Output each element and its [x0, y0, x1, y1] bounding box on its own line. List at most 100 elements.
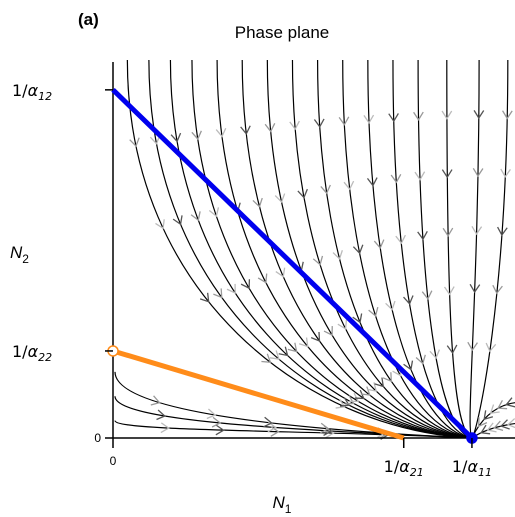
direction-arrow	[373, 239, 385, 250]
trajectory-curve	[342, 59, 473, 439]
direction-arrow	[323, 326, 333, 337]
direction-arrow	[352, 244, 364, 255]
trajectory-curve	[114, 371, 472, 439]
panel-label: (a)	[78, 10, 99, 29]
direction-arrow	[320, 422, 330, 434]
direction-arrow	[352, 313, 363, 324]
chart-title: Phase plane	[235, 23, 330, 42]
direction-arrow	[213, 288, 223, 299]
direction-arrow	[501, 110, 513, 120]
direction-arrow	[363, 114, 375, 125]
direction-arrow	[500, 168, 511, 178]
trajectory-curve	[148, 59, 472, 439]
direction-arrow	[349, 392, 360, 403]
direction-arrow	[199, 292, 210, 303]
direction-arrow	[374, 377, 385, 388]
direction-arrow	[263, 416, 273, 428]
direction-arrow	[429, 349, 441, 360]
direction-arrow	[208, 207, 220, 218]
trajectory-curve	[126, 59, 472, 439]
trajectory-curve	[216, 59, 472, 439]
direction-arrow	[480, 424, 491, 435]
direction-arrow	[443, 286, 455, 296]
direction-arrow	[150, 395, 161, 406]
trajectory-curve	[471, 59, 509, 439]
direction-arrow	[298, 337, 309, 348]
direction-arrow	[382, 372, 392, 383]
direction-arrow	[472, 168, 484, 178]
direction-arrows-group	[129, 110, 515, 440]
direction-arrow	[252, 197, 263, 208]
direction-arrow	[343, 180, 355, 191]
direction-arrow	[441, 110, 453, 120]
nullcline-1	[111, 88, 474, 440]
trajectory-curve	[367, 59, 473, 439]
direction-arrow	[469, 283, 481, 294]
trajectory-curve	[266, 59, 472, 439]
nullclines-group	[111, 88, 474, 441]
tick-label: 1/α21	[384, 457, 424, 479]
direction-arrow	[417, 230, 428, 241]
direction-arrow	[366, 177, 378, 187]
direction-arrow	[415, 354, 426, 365]
direction-arrow	[477, 417, 488, 428]
trajectory-curve	[446, 59, 473, 439]
direction-arrow	[489, 404, 500, 414]
direction-arrow	[257, 273, 268, 284]
direction-arrow	[505, 397, 515, 408]
direction-arrow	[240, 279, 251, 290]
direction-arrow	[312, 255, 324, 266]
direction-arrow	[215, 127, 227, 138]
equilibria-group	[107, 345, 478, 444]
direction-arrow	[473, 110, 485, 120]
direction-arrow	[385, 300, 396, 311]
direction-arrow	[500, 419, 510, 430]
direction-arrow	[155, 219, 165, 230]
direction-arrow	[467, 341, 478, 352]
trajectories-group	[114, 59, 515, 439]
trajectory-curve	[191, 59, 472, 439]
direction-arrow	[486, 422, 497, 433]
direction-arrow	[497, 226, 508, 237]
direction-arrow	[483, 410, 494, 421]
direction-arrow	[414, 171, 426, 181]
direction-arrow	[421, 290, 433, 300]
direction-arrow	[320, 184, 331, 195]
direction-arrow	[172, 215, 183, 226]
direction-arrow	[274, 193, 286, 204]
direction-arrow	[278, 346, 289, 357]
direction-arrow	[338, 116, 350, 126]
direction-arrow	[493, 420, 504, 431]
tick-label: 1/α22	[12, 342, 52, 364]
direction-arrow	[129, 137, 140, 148]
direction-arrow	[313, 118, 325, 128]
trajectory-curve	[392, 59, 473, 439]
direction-arrow	[339, 397, 351, 407]
direction-arrow	[403, 295, 414, 305]
direction-arrow	[337, 319, 348, 330]
direction-arrow	[156, 409, 166, 421]
tick-label: 1/α11	[452, 457, 492, 479]
direction-arrow	[388, 113, 399, 123]
trajectory-curve	[469, 59, 480, 439]
direction-arrow	[395, 234, 406, 245]
nullcline-2	[112, 348, 405, 441]
direction-arrow	[390, 174, 402, 184]
direction-arrow	[497, 399, 508, 410]
direction-arrow	[403, 360, 414, 371]
ticks-group: 0 1/α22 1/α12 0 1/α21 1/α11	[12, 81, 492, 479]
direction-arrow	[367, 382, 378, 392]
x-axis-title: N1	[273, 493, 292, 516]
direction-arrow	[441, 169, 453, 179]
direction-arrow	[287, 342, 298, 353]
direction-arrow	[190, 211, 201, 222]
y-axis-title: N2	[10, 243, 29, 266]
direction-arrow	[240, 125, 251, 136]
direction-arrow	[269, 350, 280, 360]
direction-arrow	[446, 344, 458, 355]
tick-label: 1/α12	[12, 81, 52, 103]
direction-arrow	[211, 416, 222, 428]
direction-arrow	[506, 418, 515, 429]
trajectory-curve	[291, 59, 472, 439]
